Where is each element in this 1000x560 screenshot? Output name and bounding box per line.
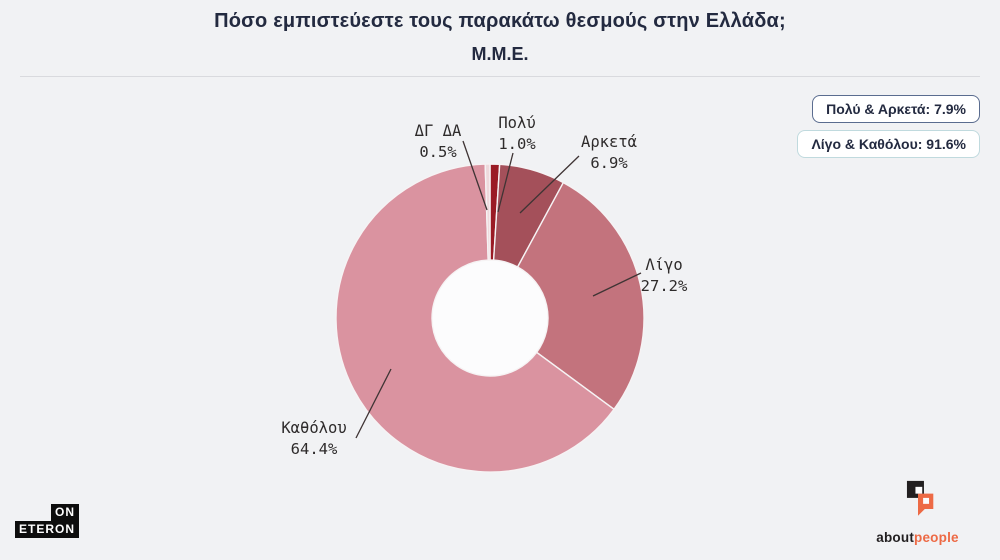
aboutpeople-wordmark: aboutpeople [876,530,958,545]
slice-label-1: Πολύ 1.0% [498,114,536,153]
header-divider [20,76,980,77]
aboutpeople-word-people: people [914,530,959,545]
aboutpeople-logo: aboutpeople [855,479,980,545]
donut-slice-4[interactable] [335,163,615,473]
aboutpeople-orange-bubble [917,493,933,516]
aboutpeople-speech-bubbles-icon [906,480,933,516]
chart-subtitle: Μ.Μ.Ε. [471,44,529,64]
leader-line-1 [497,152,514,213]
page-title: Πόσο εμπιστεύεστε τους παρακάτω θεσμούς … [214,10,786,32]
slice-label-2: Αρκετά 6.9% [581,133,637,172]
eteron-logo-top: ON [51,504,80,521]
aboutpeople-word-about: about [876,530,915,545]
summary-badge-much-quite: Πολύ & Αρκετά: 7.9% [812,95,980,123]
slice-label-5: ΔΓ ΔΑ 0.5% [415,122,462,161]
leader-line-4 [355,368,392,439]
leader-line-3 [592,272,642,297]
slice-label-4: Καθόλου 64.4% [281,419,346,458]
leader-line-5 [462,140,488,211]
donut-slice-3[interactable] [516,181,645,411]
leader-line-2 [519,155,580,214]
eteron-logo: ON ETERON [15,504,80,538]
summary-badge-little-none: Λίγο & Καθόλου: 91.6% [797,130,980,158]
donut-hole [430,258,550,378]
eteron-logo-bottom: ETERON [15,521,80,538]
slice-label-3: Λίγο 27.2% [641,256,688,295]
donut-slice-5[interactable] [484,163,491,261]
